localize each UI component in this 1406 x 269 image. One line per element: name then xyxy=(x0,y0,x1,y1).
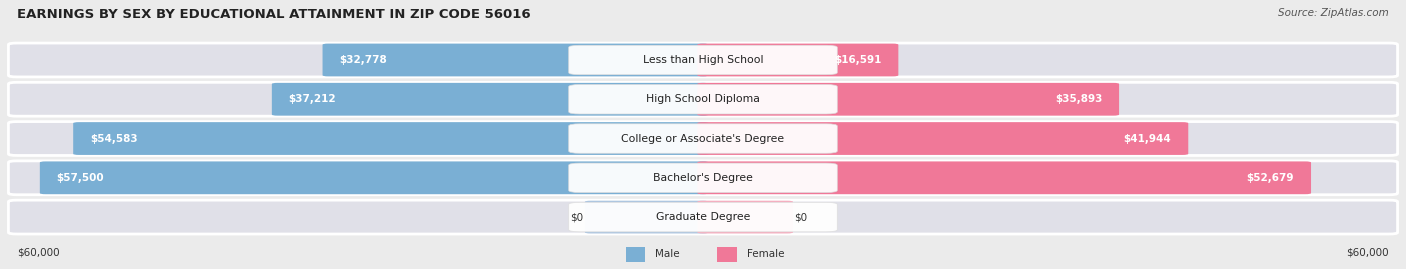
Text: Source: ZipAtlas.com: Source: ZipAtlas.com xyxy=(1278,8,1389,18)
Text: $0: $0 xyxy=(571,212,583,222)
Text: Female: Female xyxy=(747,249,785,259)
Text: $60,000: $60,000 xyxy=(1347,248,1389,258)
FancyBboxPatch shape xyxy=(271,83,709,116)
Text: $32,778: $32,778 xyxy=(339,55,387,65)
Text: $37,212: $37,212 xyxy=(288,94,336,104)
Text: $35,893: $35,893 xyxy=(1054,94,1102,104)
FancyBboxPatch shape xyxy=(8,43,1398,77)
FancyBboxPatch shape xyxy=(568,45,837,75)
Text: $60,000: $60,000 xyxy=(17,248,59,258)
FancyBboxPatch shape xyxy=(585,201,709,233)
Text: $52,679: $52,679 xyxy=(1247,173,1294,183)
FancyBboxPatch shape xyxy=(697,83,1119,116)
FancyBboxPatch shape xyxy=(568,202,837,232)
FancyBboxPatch shape xyxy=(697,122,1188,155)
Text: Graduate Degree: Graduate Degree xyxy=(655,212,751,222)
FancyBboxPatch shape xyxy=(39,161,709,194)
Text: EARNINGS BY SEX BY EDUCATIONAL ATTAINMENT IN ZIP CODE 56016: EARNINGS BY SEX BY EDUCATIONAL ATTAINMEN… xyxy=(17,8,530,21)
FancyBboxPatch shape xyxy=(8,161,1398,195)
Text: $57,500: $57,500 xyxy=(56,173,104,183)
FancyBboxPatch shape xyxy=(73,122,709,155)
Text: $41,944: $41,944 xyxy=(1123,133,1171,144)
Text: $54,583: $54,583 xyxy=(90,133,138,144)
FancyBboxPatch shape xyxy=(8,82,1398,116)
FancyBboxPatch shape xyxy=(322,44,709,76)
FancyBboxPatch shape xyxy=(697,201,793,233)
FancyBboxPatch shape xyxy=(568,163,837,193)
FancyBboxPatch shape xyxy=(697,44,898,76)
FancyBboxPatch shape xyxy=(717,247,737,261)
Text: $0: $0 xyxy=(794,212,807,222)
Text: High School Diploma: High School Diploma xyxy=(647,94,759,104)
Text: Male: Male xyxy=(655,249,681,259)
FancyBboxPatch shape xyxy=(8,200,1398,234)
Text: $16,591: $16,591 xyxy=(834,55,882,65)
FancyBboxPatch shape xyxy=(568,124,837,153)
Text: Bachelor's Degree: Bachelor's Degree xyxy=(652,173,754,183)
FancyBboxPatch shape xyxy=(8,122,1398,155)
Text: College or Associate's Degree: College or Associate's Degree xyxy=(621,133,785,144)
FancyBboxPatch shape xyxy=(568,84,837,114)
Text: Less than High School: Less than High School xyxy=(643,55,763,65)
FancyBboxPatch shape xyxy=(697,161,1310,194)
FancyBboxPatch shape xyxy=(626,247,645,261)
